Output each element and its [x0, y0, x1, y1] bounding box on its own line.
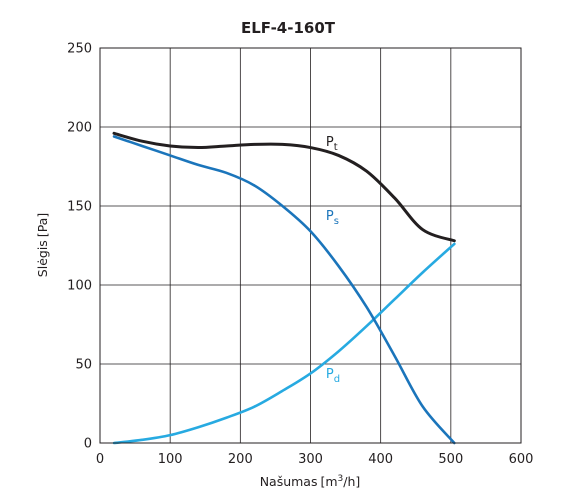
x-tick-label: 300	[298, 452, 323, 467]
y-tick-label: 100	[67, 279, 92, 294]
x-axis-label: Našumas [m3/h]	[260, 474, 361, 489]
series-label-main: P	[326, 135, 334, 150]
series-label-ps: Ps	[326, 209, 339, 227]
x-axis-label-text: Našumas	[260, 474, 318, 489]
series-label-sub: d	[334, 374, 340, 385]
x-tick-label: 400	[368, 452, 393, 467]
x-tick-label: 100	[158, 452, 183, 467]
x-axis-unit-suffix: /h]	[343, 474, 360, 489]
x-axis-unit-prefix: [m	[320, 474, 337, 489]
y-tick-label: 50	[75, 358, 92, 373]
y-tick-label: 250	[67, 42, 92, 57]
x-tick-label: 200	[228, 452, 253, 467]
x-axis-unit-sup: 3	[338, 474, 344, 484]
series-label-main: P	[326, 367, 334, 382]
x-tick-label: 600	[509, 452, 534, 467]
x-tick-labels: 0 100 200 300 400 500 600	[96, 452, 534, 467]
y-tick-labels: 0 50 100 150 200 250	[67, 42, 92, 452]
plot-frame	[99, 47, 522, 444]
series-line-pt	[112, 131, 456, 243]
y-tick-label: 0	[84, 437, 92, 452]
y-axis-unit: [Pa]	[35, 213, 50, 237]
series-label-sub: s	[334, 216, 339, 227]
series-label-sub: t	[334, 142, 338, 153]
series-label-main: P	[326, 209, 334, 224]
x-tick-label: 500	[438, 452, 463, 467]
series-line-pd	[112, 242, 456, 445]
x-tick-label: 0	[96, 452, 104, 467]
series-line-ps	[112, 135, 456, 445]
series-label-pt: Pt	[326, 135, 338, 153]
chart-title: ELF-4-160T	[241, 19, 336, 37]
curves	[112, 131, 456, 445]
series-label-pd: Pd	[326, 367, 340, 385]
y-tick-label: 150	[67, 200, 92, 215]
y-axis-label: Slėgis [Pa]	[35, 213, 50, 277]
y-tick-label: 200	[67, 121, 92, 136]
y-axis-label-text: Slėgis	[35, 240, 50, 277]
grid	[99, 47, 522, 444]
